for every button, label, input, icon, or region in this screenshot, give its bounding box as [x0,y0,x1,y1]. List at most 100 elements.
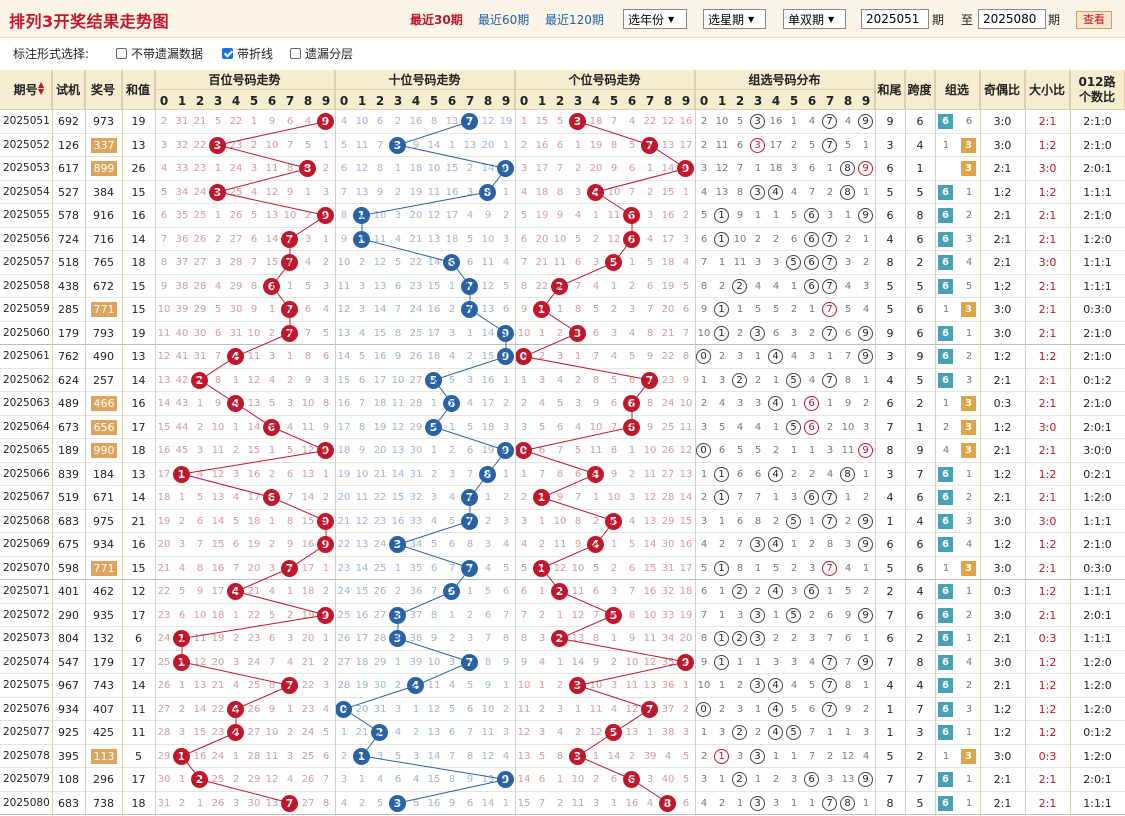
group-ring: 1 [714,302,729,317]
group-omission-cell: 5 [772,562,780,574]
omission-cell: 1 [232,609,240,621]
route-cell: 2:0:1 [1083,162,1112,175]
omission-cell: 7 [538,797,546,809]
group-omission-cell: 3 [754,257,762,268]
omission-cell: 5 [556,116,564,127]
group-omission-cell: 10 [715,116,729,127]
route-header-line2: 个数比 [1078,89,1115,104]
checkbox-checked[interactable] [222,48,233,59]
group-omission-cell: 6 [754,468,762,480]
group-three-omission: 1 [965,468,973,480]
group-ring: 8 [840,184,855,200]
omission-cell: 17 [445,210,459,221]
omission-cell: 40 [175,327,189,339]
tail-cell: 9 [886,115,894,128]
group-omission-cell: 8 [826,539,834,550]
omission-cell: 14 [517,774,531,785]
omission-cell: 4 [628,116,636,127]
omission-cell: 7 [592,609,600,621]
omission-cell: 11 [517,703,531,715]
group-ring: 4 [768,725,783,740]
group-omission-cell: 1 [826,586,834,597]
nav-recent-30[interactable]: 最近30期 [410,13,463,27]
route-cell: 1:2:0 [1083,749,1112,763]
checkbox[interactable] [116,48,127,59]
group-omission-cell: 10 [697,680,711,691]
group-omission-cell: 7 [736,492,744,503]
omission-cell: 3 [520,515,528,527]
parity-select[interactable]: 单双期 ▼ [783,9,846,29]
group-omission-cell: 3 [808,633,816,644]
group-omission-cell: 1 [862,468,870,480]
week-select[interactable]: 选星期 ▼ [703,9,766,29]
option-with-line[interactable]: 带折线 [222,45,273,62]
span-cell: 9 [916,350,924,363]
drawn-ball: 7 [641,700,658,718]
table-row: 2025058 438 672 15 9 38 28 4 29 8 6 1 5 3 11 3 13 6 23 15 1 7… [0,275,1125,298]
omission-cell: 1 [682,186,690,198]
to-period-input[interactable]: 2025080 [978,9,1046,29]
omission-cell: 6 [268,633,276,644]
table-row: 2025069 675 934 16 20 3 7 15 6 19 2 9 16 9 22 13 24 3 34 5 6… [0,533,1125,557]
nav-recent-60[interactable]: 最近60期 [478,13,530,27]
omission-cell: 21 [193,116,207,127]
checkbox[interactable] [290,48,301,59]
drawn-ball: 5 [605,254,622,271]
digit-header: 3 [753,94,763,108]
omission-cell: 5 [322,727,330,738]
omission-cell: 13 [157,374,171,386]
nav-recent-120[interactable]: 最近120期 [545,13,604,27]
omission-cell: 35 [175,210,189,221]
odd-even-cell: 3:0 [993,561,1012,575]
from-period-input[interactable]: 2025051 [861,9,929,29]
omission-cell: 4 [412,774,420,785]
big-small-cell: 1:2 [1038,702,1057,716]
drawn-ball: 7 [281,230,298,248]
omission-cell: 18 [247,515,261,527]
omission-cell: 2 [394,116,402,127]
period-cell: 2025053 [3,162,50,174]
omission-cell: 8 [502,633,510,644]
route-cell: 1:2:0 [1083,702,1112,716]
prize-cell-highlight: 113 [91,748,117,764]
tail-cell: 7 [886,655,894,669]
omission-cell: 10 [517,680,531,691]
drawn-ball: 9 [497,348,514,365]
omission-cell: 2 [268,539,276,550]
group-omission-cell: 2 [808,327,816,339]
sort-icon[interactable]: ▼ [38,87,45,96]
odd-even-cell: 2:1 [993,773,1012,786]
year-select[interactable]: 选年份 ▼ [623,9,687,29]
group-six-omission: 1 [942,750,950,762]
omission-cell: 21 [211,680,225,691]
omission-cell: 4 [304,116,312,127]
big-small-cell: 2:1 [1038,444,1057,457]
omission-cell: 11 [265,750,279,762]
omission-cell: 21 [337,515,351,527]
omission-cell: 5 [574,445,582,456]
group-six-tag: 6 [938,490,953,505]
omission-cell: 6 [628,163,636,174]
digit-header: 2 [375,94,385,108]
omission-cell: 8 [466,539,474,550]
omission-cell: 4 [376,774,384,785]
view-button[interactable]: 查看 [1076,11,1112,29]
option-no-omission[interactable]: 不带遗漏数据 [116,45,203,62]
omission-cell: 16 [661,210,675,221]
group-ring: 5 [786,607,801,623]
omission-cell: 3 [466,186,474,198]
omission-cell: 45 [175,445,189,456]
group-three-omission: 1 [965,586,973,597]
trial-cell: 925 [58,726,79,739]
drawn-ball: 4 [227,348,244,365]
omission-cell: 2 [628,468,636,480]
group-ring: 6 [804,255,819,270]
option-omission-layers[interactable]: 遗漏分层 [290,45,353,62]
trial-cell: 285 [58,303,79,316]
group-omission-cell: 9 [736,210,744,221]
sort-icon[interactable]: ▲ [38,80,45,89]
column-divider [905,70,906,816]
group-ring: 7 [822,701,837,717]
drawn-ball: 7 [281,301,298,318]
omission-cell: 38 [175,280,189,292]
